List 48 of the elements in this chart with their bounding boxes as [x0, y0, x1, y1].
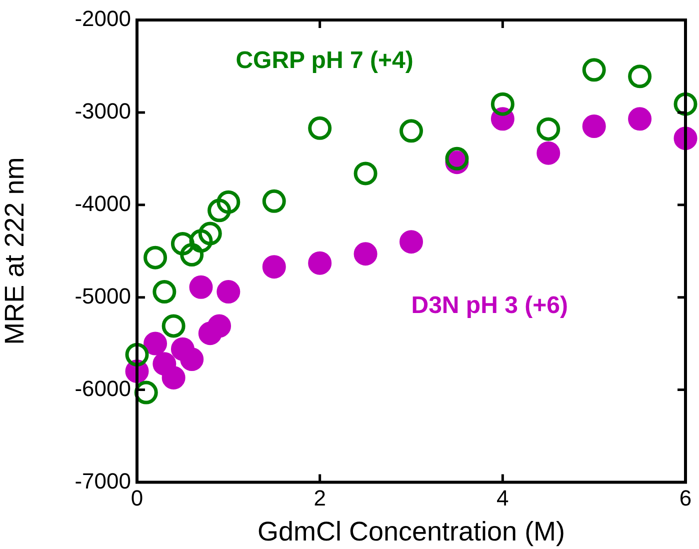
point [189, 275, 213, 299]
point [490, 92, 514, 116]
point [262, 189, 286, 213]
point [262, 255, 286, 279]
point [162, 366, 186, 390]
point [674, 92, 698, 116]
point [134, 380, 158, 404]
point [582, 114, 606, 138]
point [308, 116, 332, 140]
series-label: D3N pH 3 (+6) [411, 292, 568, 320]
point [198, 222, 222, 246]
x-tick-label: 0 [130, 485, 144, 510]
y-axis-title: MRE at 222 nm [0, 157, 30, 345]
point [170, 232, 194, 256]
point [152, 280, 176, 304]
point [162, 314, 186, 338]
point [445, 146, 469, 170]
point [354, 162, 378, 186]
y-tick-label: -4000 [74, 190, 131, 216]
x-tick-label: 6 [679, 485, 692, 510]
y-tick-label: -6000 [74, 376, 131, 401]
point [308, 251, 332, 275]
x-axis-title: GdmCl Concentration (M) [257, 516, 566, 546]
point [628, 107, 652, 131]
y-tick-label: -7000 [74, 468, 131, 494]
x-tick-label: 2 [314, 485, 326, 510]
x-tick-label: 4 [496, 485, 509, 510]
point [400, 230, 423, 254]
point [628, 64, 652, 88]
point [354, 242, 378, 266]
y-tick-label: -2000 [74, 6, 131, 32]
point [536, 117, 560, 141]
y-tick-label: -5000 [74, 283, 131, 308]
point [582, 58, 606, 82]
point [216, 190, 240, 214]
point [208, 314, 232, 338]
point [144, 246, 168, 270]
point [144, 332, 168, 356]
point [180, 243, 204, 267]
point [180, 348, 204, 372]
point [216, 280, 240, 304]
y-tick-label: -3000 [74, 98, 131, 124]
point [189, 229, 213, 253]
point [400, 119, 423, 143]
series-label: CGRP pH 7 (+4) [236, 47, 414, 74]
point [125, 342, 149, 366]
point [536, 141, 560, 165]
point [208, 198, 232, 222]
